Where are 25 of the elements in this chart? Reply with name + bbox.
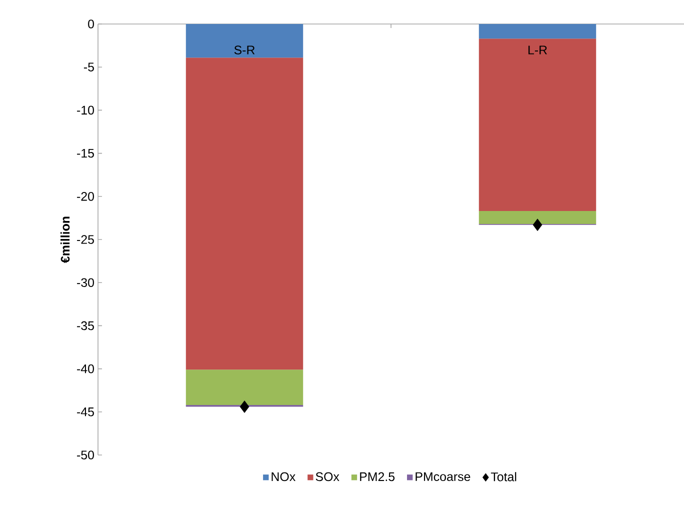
y-tick-label: -10 (77, 106, 94, 115)
bar (186, 58, 304, 370)
x-tick-label: S-R (234, 46, 255, 54)
y-tick-label: -30 (77, 278, 94, 288)
y-tick-label: -15 (77, 148, 94, 158)
legend-label: NOx (272, 472, 296, 482)
bar (478, 211, 596, 224)
legend-label: Total (490, 472, 516, 482)
y-tick-label: 0 (88, 20, 94, 28)
bar (186, 24, 304, 58)
y-tick-label: -35 (77, 321, 94, 330)
y-tick-label: -20 (77, 192, 94, 201)
legend-label: PMcoarse (416, 472, 470, 482)
bar (478, 24, 596, 39)
y-tick-label: -50 (77, 450, 94, 460)
x-tick-label: L-R (528, 46, 547, 54)
bar (186, 370, 304, 406)
y-tick-label: -25 (77, 235, 94, 244)
y-tick-label: -40 (77, 364, 94, 374)
legend-label: PM2.5 (360, 472, 395, 482)
y-axis-title: €million (60, 216, 70, 263)
y-tick-label: -5 (84, 62, 94, 72)
legend-label: SOx (316, 472, 340, 482)
bar (478, 38, 596, 212)
y-tick-label: -45 (77, 408, 94, 416)
